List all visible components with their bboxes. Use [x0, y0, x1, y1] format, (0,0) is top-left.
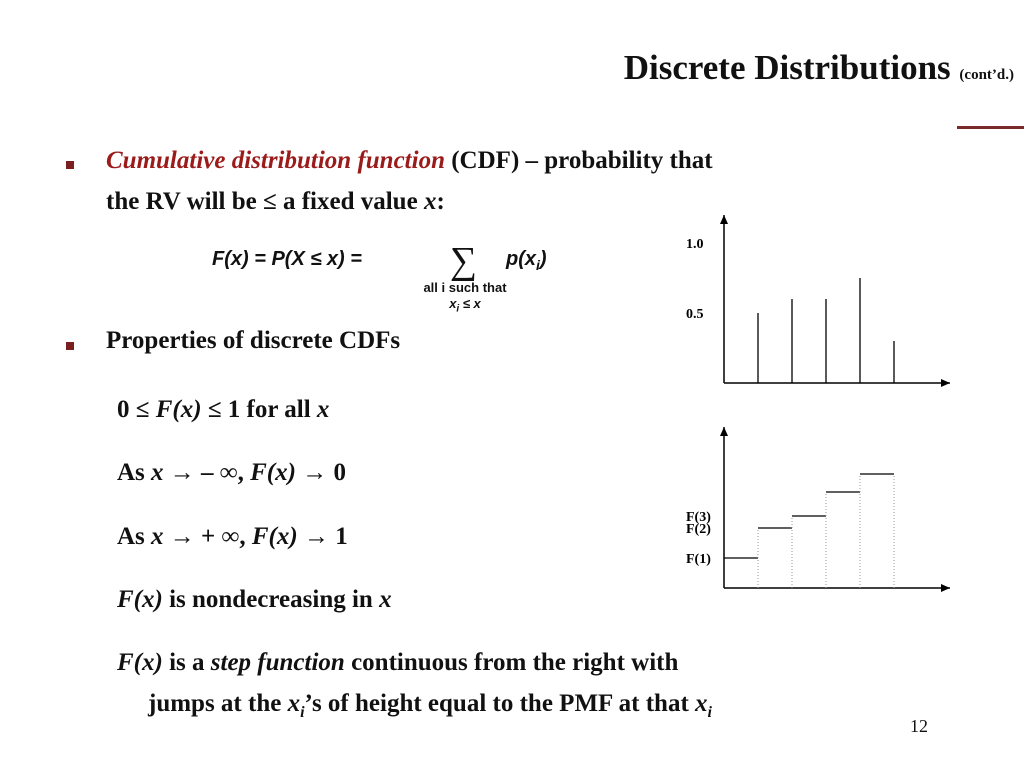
property-step-function: F(x) is a step function continuous from … [117, 649, 678, 677]
p4-b: is nondecreasing in [162, 586, 380, 613]
title-sub: (cont’d.) [959, 67, 1014, 83]
y-axis-arrow [720, 215, 728, 224]
pmf-chart: 1.0 0.5 [686, 215, 950, 387]
pmf-tick-label: 1.0 [686, 237, 704, 252]
p6-e: x [695, 690, 708, 717]
title-divider [957, 126, 1024, 129]
p1-c: ≤ 1 for all [201, 396, 317, 423]
cdf-step-chart: F(3)F(2) F(1) [686, 427, 950, 592]
p6-d: ’s of height equal to the PMF at that [304, 690, 696, 717]
p4-c: x [379, 586, 392, 613]
sum-condition-1: all i such that [423, 280, 507, 295]
p2-c: → – ∞, [163, 459, 251, 486]
x-axis-arrow [941, 584, 950, 592]
cdf-line2-text: the RV will be ≤ a fixed value [106, 188, 424, 215]
property-nondecreasing: F(x) is nondecreasing in x [117, 586, 392, 614]
p1-d: x [316, 396, 330, 423]
property-limit-minus: As x → – ∞, F(x) → 0 [117, 459, 346, 487]
p3-e: → 1 [297, 523, 348, 550]
bullet-marker-cdf [66, 161, 74, 169]
page-number: 12 [910, 716, 928, 736]
p6-a: jumps at the [148, 690, 288, 717]
p6-b: x [287, 690, 301, 717]
pmf-tick-label: 0.5 [686, 307, 704, 322]
sum-cond-sub: i [456, 303, 460, 315]
property-step-function-cont: jumps at the xi’s of height equal to the… [148, 690, 712, 722]
cdf-tick-label: F(1) [686, 552, 711, 567]
sum-cond-var: x [449, 296, 457, 311]
cdf-line2-end: : [436, 188, 445, 215]
p3-c: → + ∞, [163, 523, 252, 550]
p6-f: i [707, 704, 712, 721]
rhs-main: p(x [506, 248, 536, 270]
p2-a: As [117, 459, 152, 486]
title-main: Discrete Distributions [623, 48, 951, 87]
p5-d: continuous from the right with [344, 649, 679, 676]
p3-a: As [117, 523, 152, 550]
properties-heading: Properties of discrete CDFs [106, 327, 401, 354]
cdf-tick-label: F(3) [686, 510, 711, 525]
summation-sign: ∑ [450, 240, 478, 282]
p4-a: F(x) [117, 586, 163, 613]
p2-e: → 0 [295, 459, 346, 486]
y-axis-arrow [720, 427, 728, 436]
cdf-term: Cumulative distribution function [106, 147, 445, 174]
p3-d: F(x) [251, 523, 298, 550]
slide-title: Discrete Distributions (cont’d.) [0, 48, 1014, 88]
cdf-tick-label: F(2) [686, 522, 711, 537]
rhs-close: ) [539, 248, 547, 270]
sum-condition-2: xi ≤ x [410, 296, 520, 315]
rhs-sub: i [536, 257, 540, 273]
p5-a: F(x) [117, 649, 163, 676]
x-axis-arrow [941, 379, 950, 387]
cdf-formula-rhs: p(xi) [506, 248, 547, 273]
p5-c: step function [210, 649, 345, 676]
property-bounds: 0 ≤ F(x) ≤ 1 for all x [117, 396, 329, 424]
p6-c: i [300, 704, 305, 721]
cdf-chart-group: F(3)F(2) F(1) [686, 427, 950, 592]
bullet-marker-properties [66, 342, 74, 350]
p2-d: F(x) [250, 459, 296, 486]
cdf-line-1: Cumulative distribution function (CDF) –… [106, 147, 713, 175]
p2-b: x [151, 459, 164, 486]
p1-b: F(x) [155, 396, 202, 423]
cdf-line2-var: x [423, 188, 437, 215]
cdf-rest: (CDF) – probability that [444, 147, 713, 174]
cdf-formula-lhs: F(x) = P(X ≤ x) = [212, 248, 362, 270]
p1-a: 0 ≤ [117, 396, 156, 423]
sum-cond-end: ≤ x [459, 296, 481, 311]
pmf-chart-group: 1.0 0.5 [686, 215, 950, 387]
p3-b: x [151, 523, 164, 550]
p5-b: is a [162, 649, 211, 676]
cdf-line-2: the RV will be ≤ a fixed value x: [106, 188, 445, 216]
property-limit-plus: As x → + ∞, F(x) → 1 [117, 523, 348, 551]
